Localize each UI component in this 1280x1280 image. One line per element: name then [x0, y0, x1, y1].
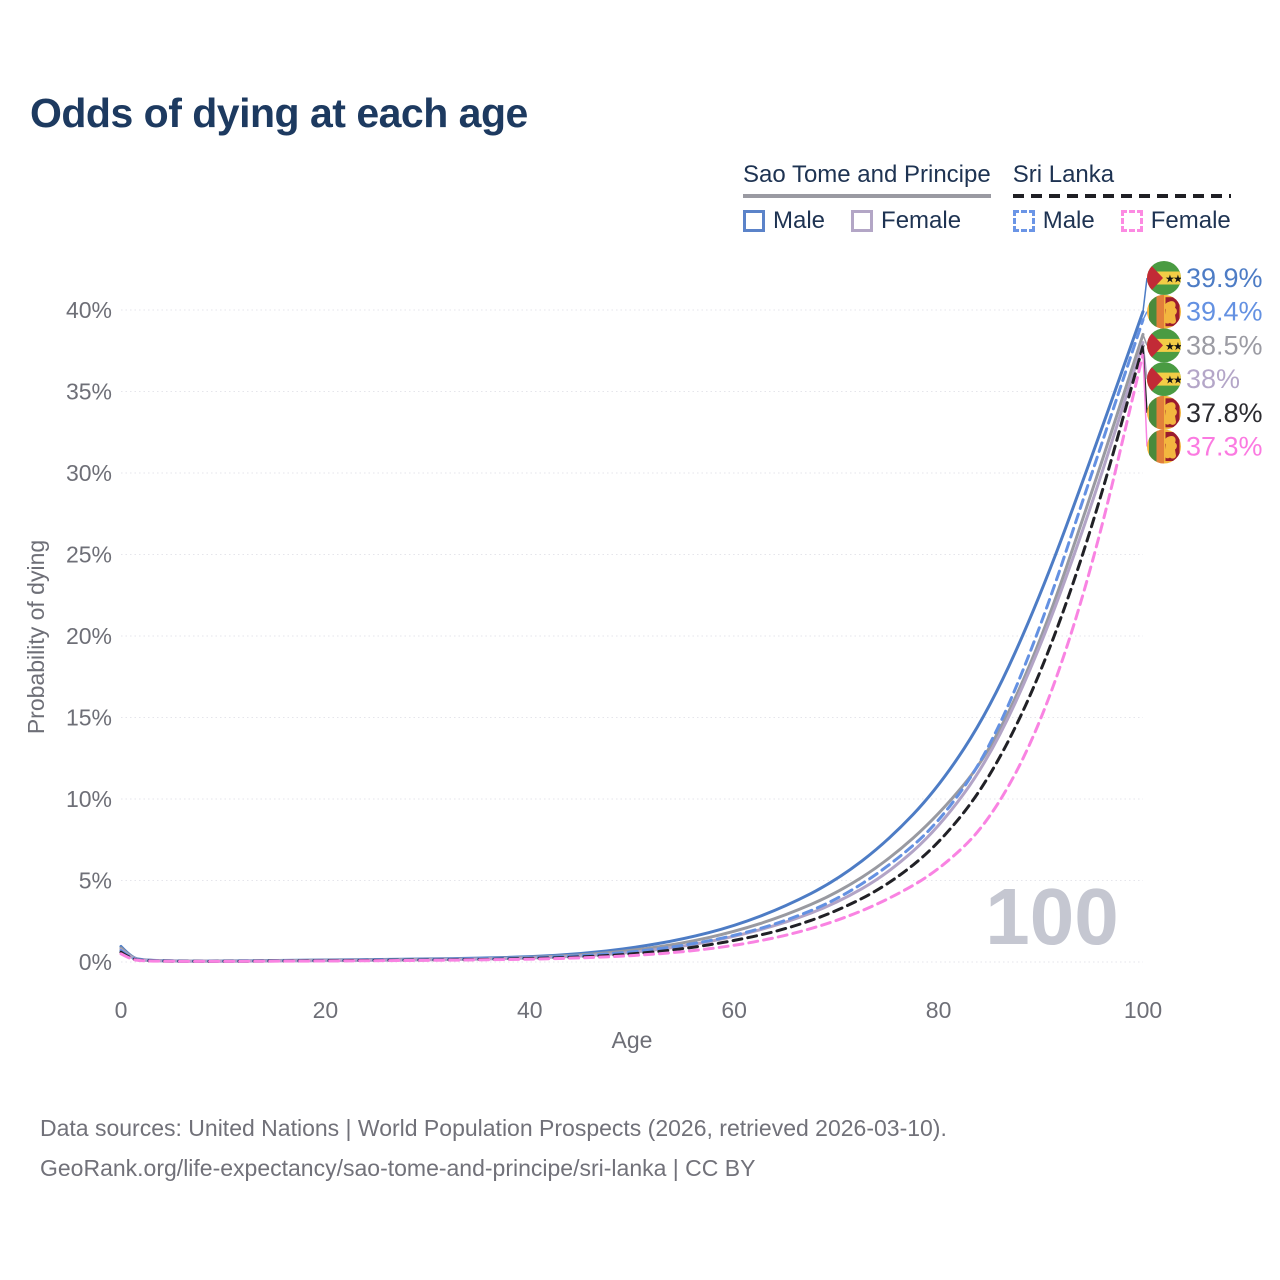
legend-item-label: Male — [1042, 207, 1095, 234]
page-title: Odds of dying at each age — [30, 90, 528, 136]
series-line-sao-tome-and-principe-both — [119, 332, 1145, 963]
x-tick-label: 0 — [115, 997, 128, 1023]
end-label-connector — [1142, 353, 1148, 447]
y-tick-label: 25% — [66, 542, 112, 568]
x-tick-label: 40 — [517, 997, 543, 1023]
legend-item-label: Female — [881, 207, 962, 234]
legend-item-lk-female[interactable]: Female — [1120, 207, 1231, 235]
y-tick-label: 20% — [66, 623, 112, 649]
series-line-sri-lanka-female — [119, 352, 1145, 963]
legend-group-sao-tome: Sao Tome and Principe Male Female — [743, 161, 991, 235]
end-label-connector — [1142, 311, 1148, 321]
legend-checkbox-stp-female[interactable] — [851, 210, 874, 232]
end-labels: 39.9% 39.4%38.5% 38% 37.8% 37.3% — [1147, 261, 1263, 464]
sri-lanka-flag — [1147, 430, 1181, 464]
legend-underline-solid — [743, 194, 991, 198]
sao-tome-flag — [1147, 362, 1183, 396]
end-value-label: 38% — [1186, 364, 1240, 394]
x-tick-label: 20 — [313, 997, 339, 1023]
y-axis-tick-labels: 0% 5% 10% 15% 20% 25% 30% 35% 40% — [66, 297, 112, 975]
x-tick-label: 100 — [1124, 997, 1162, 1023]
end-label-connectors — [1142, 277, 1148, 447]
legend-item-lk-male[interactable]: Male — [1012, 207, 1095, 235]
end-value-label: 37.8% — [1186, 398, 1263, 428]
y-tick-label: 40% — [66, 297, 112, 323]
y-tick-label: 0% — [79, 949, 112, 975]
legend-checkbox-lk-male[interactable] — [1012, 210, 1035, 232]
sao-tome-flag — [1147, 261, 1183, 295]
end-label-connector — [1142, 277, 1148, 312]
legend-checkbox-stp-male[interactable] — [743, 210, 765, 232]
legend-country-label: Sao Tome and Principe — [743, 161, 991, 188]
legend-country-label: Sri Lanka — [1012, 161, 1115, 188]
gridlines — [121, 309, 1143, 963]
attribution-line: GeoRank.org/life-expectancy/sao-tome-and… — [40, 1155, 756, 1181]
series-line-sri-lanka-male — [119, 318, 1145, 963]
sri-lanka-flag — [1147, 396, 1181, 430]
legend-item-stp-male[interactable]: Male — [743, 207, 825, 235]
legend: Sao Tome and Principe Male Female Sri La… — [743, 161, 1231, 235]
end-value-label: 39.4% — [1186, 297, 1263, 327]
legend-item-label: Female — [1150, 207, 1231, 234]
y-tick-label: 15% — [66, 705, 112, 731]
age-counter-watermark: 100 — [985, 872, 1118, 961]
legend-underline-dashed — [1012, 194, 1231, 198]
series-lines — [119, 310, 1145, 963]
y-tick-label: 35% — [66, 379, 112, 405]
end-value-label: 37.3% — [1186, 432, 1263, 462]
sao-tome-flag — [1147, 328, 1183, 362]
x-axis-title: Age — [612, 1027, 653, 1053]
y-axis-title: Probability of dying — [23, 540, 49, 734]
end-value-label: 38.5% — [1186, 330, 1263, 360]
series-line-sao-tome-and-principe-female — [119, 341, 1145, 963]
legend-item-stp-female[interactable]: Female — [851, 207, 961, 235]
y-tick-label: 30% — [66, 460, 112, 486]
x-tick-label: 60 — [721, 997, 747, 1023]
legend-item-label: Male — [773, 207, 826, 234]
footer: Data sources: United Nations | World Pop… — [40, 1108, 947, 1188]
legend-checkbox-lk-female[interactable] — [1120, 210, 1143, 232]
series-line-sri-lanka-both — [119, 344, 1145, 963]
y-tick-label: 5% — [79, 868, 112, 894]
end-value-label: 39.9% — [1186, 263, 1263, 293]
end-label-connector — [1142, 334, 1148, 346]
x-axis-tick-labels: 0 20 40 60 80 100 — [115, 997, 1163, 1023]
x-tick-label: 80 — [926, 997, 952, 1023]
legend-group-sri-lanka: Sri Lanka Male Female — [1012, 161, 1231, 235]
y-tick-label: 10% — [66, 786, 112, 812]
data-source-line: Data sources: United Nations | World Pop… — [40, 1115, 947, 1141]
sri-lanka-flag — [1147, 295, 1181, 329]
